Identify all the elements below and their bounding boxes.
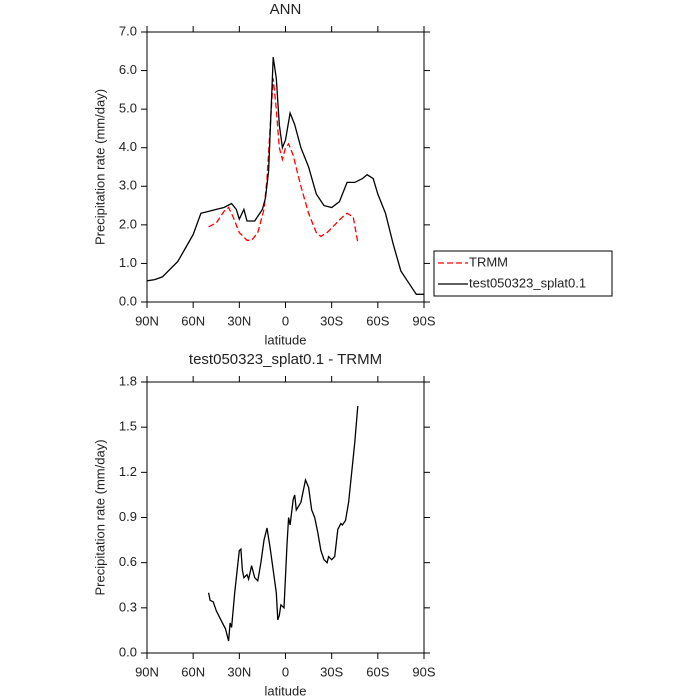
y-tick-label: 7.0 xyxy=(119,23,137,38)
y-tick-label: 1.2 xyxy=(119,464,137,479)
chart-title: test050323_splat0.1 - TRMM xyxy=(189,351,382,368)
data-line xyxy=(207,406,359,642)
y-axis-label: Precipitation rate (mm/day) xyxy=(92,89,107,245)
y-tick-label: 1.0 xyxy=(119,255,137,270)
x-tick-label: 0 xyxy=(282,313,289,328)
legend-label: TRMM xyxy=(469,254,508,269)
x-axis-label: latitude xyxy=(265,683,307,698)
y-tick-label: 3.0 xyxy=(119,178,137,193)
plot-frame xyxy=(146,381,425,654)
x-tick-label: 0 xyxy=(282,664,289,679)
plot-frame xyxy=(146,31,425,303)
y-tick-label: 0.6 xyxy=(119,554,137,569)
data-line xyxy=(208,78,359,243)
y-tick-label: 0.0 xyxy=(119,644,137,659)
x-tick-label: 60N xyxy=(181,313,205,328)
x-tick-label: 60S xyxy=(366,313,389,328)
x-tick-label: 30S xyxy=(320,313,343,328)
x-tick-label: 90N xyxy=(135,664,159,679)
data-line xyxy=(146,57,424,295)
x-tick-label: 90N xyxy=(135,313,159,328)
y-tick-label: 5.0 xyxy=(119,101,137,116)
x-tick-label: 60S xyxy=(366,664,389,679)
y-tick-label: 2.0 xyxy=(119,216,137,231)
y-tick-label: 1.5 xyxy=(119,419,137,434)
y-axis-label: Precipitation rate (mm/day) xyxy=(92,439,107,595)
y-tick-label: 0.9 xyxy=(119,509,137,524)
y-tick-label: 1.8 xyxy=(119,373,137,388)
x-tick-label: 30N xyxy=(227,313,251,328)
y-tick-label: 6.0 xyxy=(119,62,137,77)
y-tick-label: 0.0 xyxy=(119,293,137,308)
x-tick-label: 30N xyxy=(227,664,251,679)
x-axis-label: latitude xyxy=(265,332,307,347)
legend-label: test050323_splat0.1 xyxy=(469,275,586,290)
chart-title: ANN xyxy=(270,1,302,18)
legend-box xyxy=(433,250,613,297)
x-tick-label: 30S xyxy=(320,664,343,679)
y-tick-label: 4.0 xyxy=(119,139,137,154)
x-tick-label: 90S xyxy=(412,313,435,328)
y-tick-label: 0.3 xyxy=(119,599,137,614)
x-tick-label: 90S xyxy=(412,664,435,679)
x-tick-label: 60N xyxy=(181,664,205,679)
